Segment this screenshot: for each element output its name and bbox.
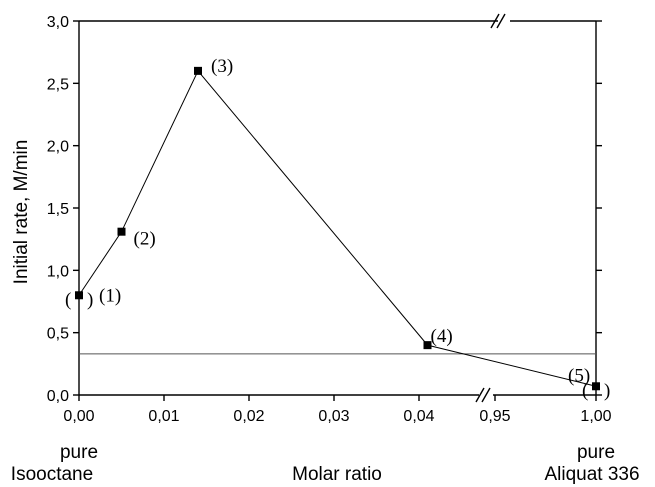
y-tick-label: 0,0 <box>47 388 69 405</box>
y-tick-label: 2,5 <box>47 76 69 93</box>
x-tick-label: 0,03 <box>318 408 349 425</box>
data-point <box>592 382 600 391</box>
data-label: (2) <box>134 229 156 250</box>
axis-break-bottom <box>475 387 491 403</box>
marker-bracket-right: ) <box>604 380 610 401</box>
y-tick-label: 1,5 <box>47 201 69 218</box>
x-tick-label: 0,02 <box>233 408 264 425</box>
left-under-label-line1: pure <box>60 442 98 463</box>
x-tick-label: 1,00 <box>580 408 611 425</box>
marker-bracket-left: ( <box>65 289 71 310</box>
y-tick-label: 0,5 <box>47 326 69 343</box>
data-label: (3) <box>211 56 233 77</box>
y-tick-label: 1,0 <box>47 263 69 280</box>
left-under-label-line2: Isooctane <box>11 464 93 485</box>
x-axis-label: Molar ratio <box>292 464 382 485</box>
data-points: (1)()(2)(3)(4)(5)() <box>65 56 610 401</box>
x-tick-label: 0,01 <box>148 408 179 425</box>
y-tick-label: 3,0 <box>47 14 69 31</box>
y-axis-ticks: 0,0 0,5 1,0 1,5 2,0 2,5 3,0 <box>47 14 602 405</box>
y-axis-label: Initial rate, M/min <box>11 140 32 285</box>
x-tick-label: 0,04 <box>403 408 434 425</box>
data-point <box>194 66 202 75</box>
marker-bracket-left: ( <box>582 380 588 401</box>
right-under-label-line2: Aliquat 336 <box>544 464 639 485</box>
data-label: (5) <box>568 365 590 386</box>
data-point <box>423 341 432 350</box>
y-tick-label: 2,0 <box>47 139 69 156</box>
series-line <box>78 69 597 387</box>
marker-bracket-right: ) <box>87 289 93 310</box>
data-label: (1) <box>99 285 121 306</box>
x-tick-label: 0,00 <box>63 408 94 425</box>
data-point <box>75 291 83 300</box>
x-axis-ticks: 0,00 0,01 0,02 0,03 0,04 0,95 1,00 <box>63 395 612 425</box>
data-label: (4) <box>431 326 453 347</box>
x-tick-label: 0,95 <box>479 408 510 425</box>
right-under-label-line1: pure <box>577 442 615 463</box>
data-point <box>117 227 126 236</box>
axis-break-top <box>490 13 506 29</box>
plot-frame <box>78 13 597 403</box>
